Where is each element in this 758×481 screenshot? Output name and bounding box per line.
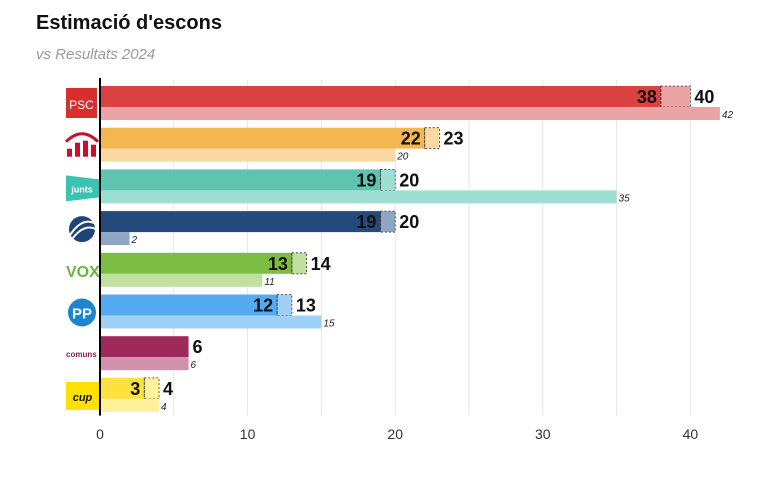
estimate-range-bar [291,252,308,275]
x-tick-label: 30 [535,426,551,442]
party-logo-psc: PSC [66,88,97,118]
estimate-min-label: 22 [401,129,421,149]
previous-result-bar [100,398,160,412]
estimate-max-label: 13 [296,296,316,316]
estimate-max-label: 23 [443,129,463,149]
estimate-max-label: 6 [193,337,203,357]
logo-text: junts [70,184,93,194]
estimate-bar [100,294,278,316]
x-tick-label: 20 [387,426,403,442]
estimate-bar [100,336,189,358]
chart-subtitle: vs Resultats 2024 [36,46,156,63]
x-tick-label: 40 [683,426,699,442]
previous-result-label: 42 [722,110,734,121]
previous-result-bar [100,148,396,162]
estimate-min-label: 19 [356,212,376,232]
estimate-max-label: 14 [311,254,331,274]
previous-result-label: 2 [131,235,138,246]
logo-text: comuns [66,350,97,359]
previous-result-label: 20 [396,152,409,163]
previous-result-bar [100,107,720,120]
estimate-bar [100,252,292,274]
previous-result-bar [100,190,617,204]
previous-result-bar [100,273,263,287]
party-logo-erc [64,132,100,157]
previous-result-label: 15 [323,319,335,330]
estimate-range-bar [424,127,440,150]
logo-text: PSC [69,98,94,112]
previous-result-bar [100,357,189,371]
party-logo-pp: PP [68,298,96,327]
logo-text: cup [73,392,93,404]
party-logo-comuns: comuns [66,350,97,359]
estimate-bar [100,211,381,233]
chart-title: Estimació d'escons [36,12,222,34]
estimate-bar [100,86,661,107]
bars: 38 40 42 22 23 20 19 20 35 19 20 2 13 14 11 12 13 15 6 6 3 4 4 [100,85,734,413]
x-tick-label: 0 [96,426,104,442]
estimate-max-label: 20 [399,212,419,232]
logo-text: VOX [66,264,100,281]
estimate-bar [100,377,145,399]
estimate-range-bar [143,377,160,400]
estimate-range-bar [380,168,396,191]
party-logo-aliança-catalana [69,216,97,243]
estimate-range-bar [380,210,396,233]
estimate-min-label: 12 [253,296,273,316]
party-logo-vox: VOX [66,264,100,281]
estimate-max-label: 4 [163,379,173,399]
logo-text: PP [72,306,92,323]
party-logos: PSC junts VOX PP comuns cup [64,88,100,410]
previous-result-bar [100,315,322,329]
previous-result-label: 11 [264,277,274,288]
party-logo-cup: cup [66,381,99,410]
x-axis-ticks: 0 10 20 30 40 [96,426,698,442]
estimate-min-label: 38 [637,87,657,107]
estimate-range-bar [660,85,691,108]
estimate-min-label: 19 [356,170,376,190]
estimate-max-label: 40 [694,87,714,107]
estimate-min-label: 13 [268,254,288,274]
estimate-max-label: 20 [399,170,419,190]
previous-result-bar [100,232,130,246]
previous-result-label: 4 [161,402,167,413]
estimate-range-bar [276,294,293,316]
previous-result-label: 6 [191,360,197,371]
x-tick-label: 10 [240,426,256,442]
estimate-min-label: 3 [130,379,140,399]
previous-result-label: 35 [619,193,631,204]
party-logo-junts: junts [66,175,99,202]
estimate-bar [100,127,425,149]
estimate-bar [100,169,381,191]
